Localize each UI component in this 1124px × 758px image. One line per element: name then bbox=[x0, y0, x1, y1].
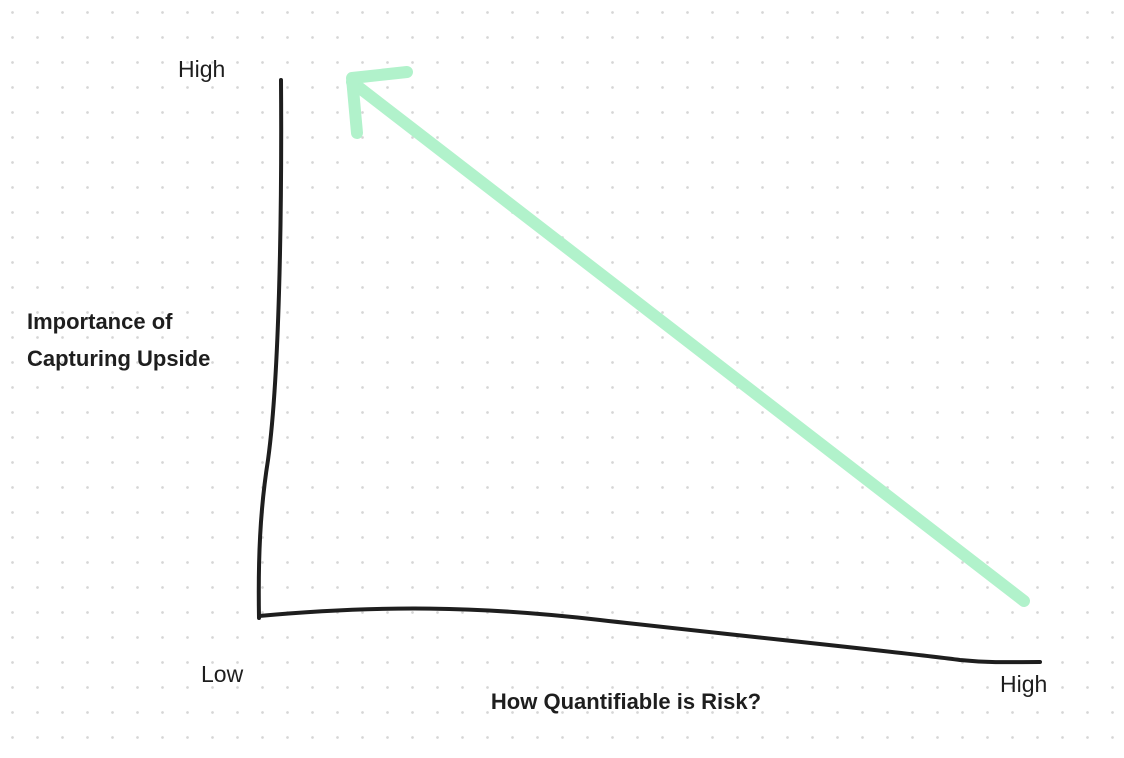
y-axis-label-line: Capturing Upside bbox=[27, 346, 210, 371]
y-axis-label-line: Importance of bbox=[27, 309, 173, 334]
arrow-head bbox=[346, 66, 413, 139]
arrow-shaft bbox=[346, 76, 1030, 607]
x-high-label: High bbox=[1000, 671, 1047, 697]
trend-arrow bbox=[346, 66, 1030, 607]
y-high-label: High bbox=[178, 56, 225, 82]
x-axis-label: How Quantifiable is Risk? bbox=[491, 689, 761, 714]
x-axis bbox=[257, 606, 1042, 665]
origin-low-label: Low bbox=[201, 661, 244, 687]
y-axis bbox=[256, 78, 284, 620]
